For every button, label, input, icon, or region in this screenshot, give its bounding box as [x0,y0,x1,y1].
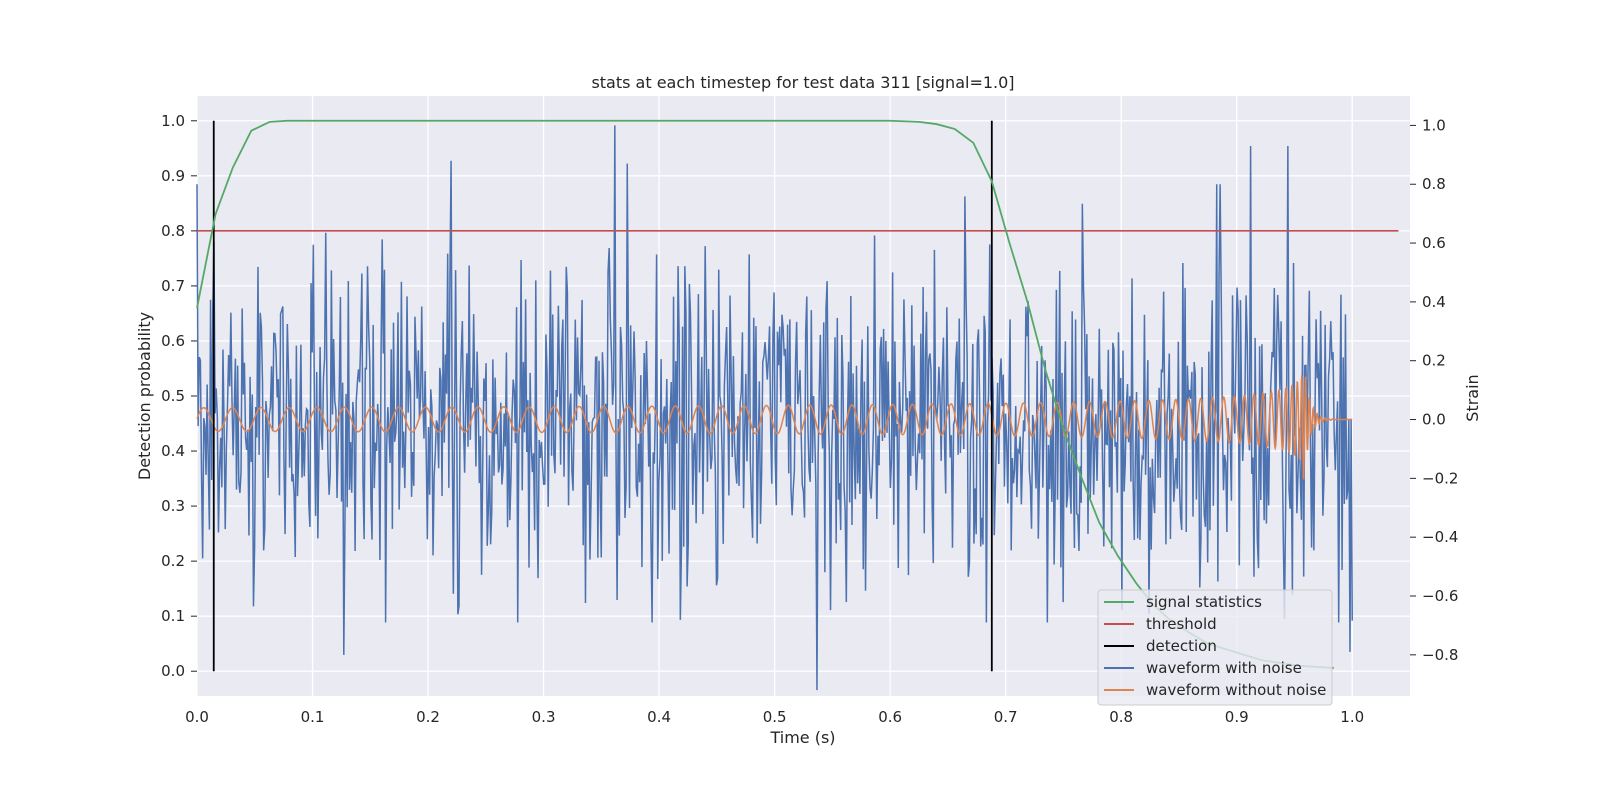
legend-label-threshold: threshold [1146,615,1217,633]
y-axis-right-label: Strain [1463,374,1482,421]
y-tick-label-left: 0.0 [161,662,185,680]
y-tick-label-right: 1.0 [1422,116,1446,134]
y-tick-label-left: 0.6 [161,332,185,350]
y-tick-label-right: 0.8 [1422,175,1446,193]
y-tick-label-left: 0.4 [161,442,185,460]
x-tick-label: 0.1 [301,708,325,726]
y-tick-label-left: 0.1 [161,607,185,625]
x-tick-label: 0.0 [185,708,209,726]
y-tick-label-right: 0.6 [1422,234,1446,252]
y-tick-label-right: −0.8 [1422,646,1458,664]
legend: signal statistics threshold detection wa… [1097,589,1333,706]
y-tick-label-right: −0.4 [1422,528,1458,546]
y-tick-label-left: 0.9 [161,167,185,185]
x-tick-label: 0.6 [878,708,902,726]
legend-box [1097,589,1333,706]
x-tick-label: 1.0 [1340,708,1364,726]
legend-label-waveform-without-noise: waveform without noise [1146,681,1326,699]
chart-title: stats at each timestep for test data 311… [591,73,1014,92]
series-waveform-with-noise [196,125,1353,691]
x-axis-label: Time (s) [769,728,835,747]
x-tick-label: 0.9 [1225,708,1249,726]
legend-label-detection: detection [1146,637,1217,655]
x-tick-label: 0.2 [416,708,440,726]
x-tick-label: 0.7 [994,708,1018,726]
y-tick-label-right: −0.2 [1422,469,1458,487]
y-tick-label-left: 0.3 [161,497,185,515]
x-axis: 0.0 0.1 0.2 0.3 0.4 0.5 0.6 0.7 0.8 0.9 1.0 [185,708,1364,726]
x-tick-label: 0.8 [1109,708,1133,726]
y-tick-label-right: 0.0 [1422,411,1446,429]
y-tick-label-left: 0.8 [161,222,185,240]
series-waveform-without-noise [196,375,1353,480]
y-tick-label-right: 0.2 [1422,352,1446,370]
legend-label-waveform-with-noise: waveform with noise [1146,659,1302,677]
y-tick-label-left: 0.7 [161,277,185,295]
x-tick-label: 0.4 [647,708,671,726]
y-tick-label-left: 0.2 [161,552,185,570]
y-axis-left-label: Detection probability [135,312,154,480]
legend-label-signal-statistics: signal statistics [1146,593,1262,611]
y-tick-label-right: −0.6 [1422,587,1458,605]
y-axis-left: 0.0 0.1 0.2 0.3 0.4 0.5 0.6 0.7 0.8 0.9 1.0 [161,112,197,680]
y-tick-label-left: 1.0 [161,112,185,130]
y-axis-right: −0.8 −0.6 −0.4 −0.2 0.0 0.2 0.4 0.6 0.8 1.0 [1410,116,1458,664]
y-tick-label-right: 0.4 [1422,293,1446,311]
x-tick-label: 0.5 [763,708,787,726]
y-tick-label-left: 0.5 [161,387,185,405]
x-tick-label: 0.3 [532,708,556,726]
